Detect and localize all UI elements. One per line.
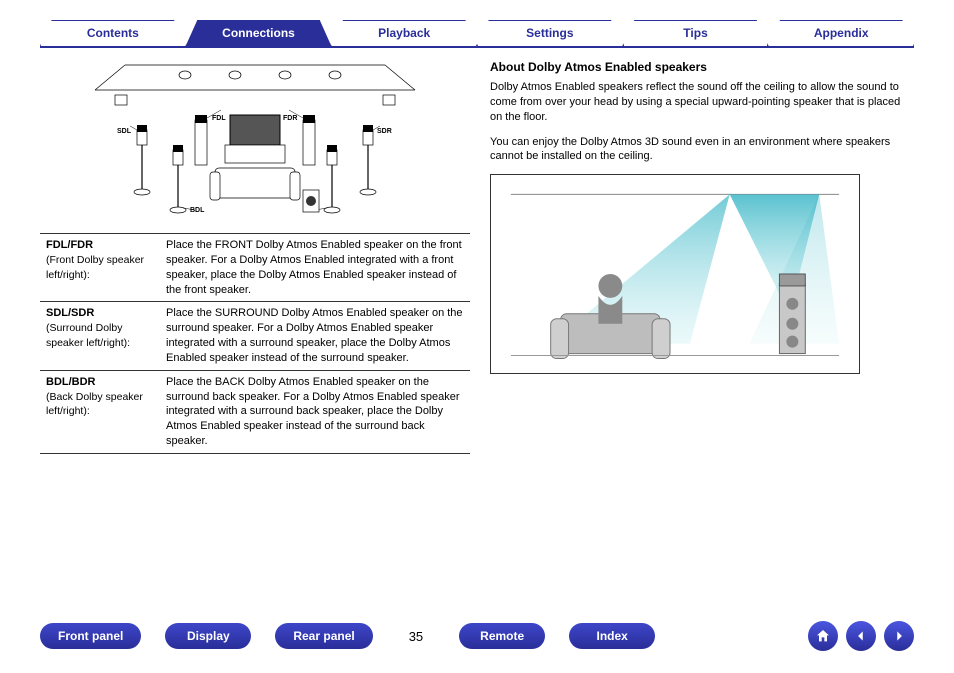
tab-settings[interactable]: Settings xyxy=(477,20,623,46)
term-sub: (Front Dolby speaker left/right): xyxy=(46,254,144,281)
tab-connections[interactable]: Connections xyxy=(186,20,332,46)
tab-label: Connections xyxy=(222,26,295,40)
term-cell: FDL/FDR (Front Dolby speaker left/right)… xyxy=(40,234,160,302)
tab-label: Contents xyxy=(87,26,139,40)
tab-label: Settings xyxy=(526,26,573,40)
tab-label: Appendix xyxy=(814,26,869,40)
term-title: BDL/BDR xyxy=(46,376,96,388)
tab-label: Playback xyxy=(378,26,430,40)
rear-panel-button[interactable]: Rear panel xyxy=(275,623,372,649)
bottom-nav: Front panel Display Rear panel 35 Remote… xyxy=(40,621,914,651)
front-panel-button[interactable]: Front panel xyxy=(40,623,141,649)
page-number: 35 xyxy=(409,629,423,644)
term-title: SDL/SDR xyxy=(46,307,94,319)
about-paragraph: You can enjoy the Dolby Atmos 3D sound e… xyxy=(490,135,914,165)
svg-text:FDR: FDR xyxy=(283,115,297,122)
page-content: FDL FDR SDL xyxy=(40,48,914,454)
table-row: BDL/BDR (Back Dolby speaker left/right):… xyxy=(40,370,470,453)
svg-text:BDL: BDL xyxy=(190,207,205,214)
left-column: FDL FDR SDL xyxy=(40,60,470,454)
about-heading: About Dolby Atmos Enabled speakers xyxy=(490,60,914,74)
display-button[interactable]: Display xyxy=(165,623,251,649)
term-sub: (Surround Dolby speaker left/right): xyxy=(46,322,130,349)
term-cell: SDL/SDR (Surround Dolby speaker left/rig… xyxy=(40,302,160,370)
svg-text:SDR: SDR xyxy=(377,128,392,135)
term-title: FDL/FDR xyxy=(46,239,93,251)
desc-cell: Place the SURROUND Dolby Atmos Enabled s… xyxy=(160,302,470,370)
term-sub: (Back Dolby speaker left/right): xyxy=(46,391,143,418)
speaker-definitions-table: FDL/FDR (Front Dolby speaker left/right)… xyxy=(40,233,470,454)
tab-tips[interactable]: Tips xyxy=(623,20,769,46)
atmos-reflection-diagram xyxy=(490,174,860,374)
tab-label: Tips xyxy=(683,26,707,40)
desc-cell: Place the BACK Dolby Atmos Enabled speak… xyxy=(160,370,470,453)
home-icon[interactable] xyxy=(808,621,838,651)
forward-arrow-icon[interactable] xyxy=(884,621,914,651)
about-paragraph: Dolby Atmos Enabled speakers reflect the… xyxy=(490,80,914,125)
back-arrow-icon[interactable] xyxy=(846,621,876,651)
right-column: About Dolby Atmos Enabled speakers Dolby… xyxy=(490,60,914,454)
tab-playback[interactable]: Playback xyxy=(331,20,477,46)
table-row: SDL/SDR (Surround Dolby speaker left/rig… xyxy=(40,302,470,370)
tab-contents[interactable]: Contents xyxy=(40,20,186,46)
svg-text:SDL: SDL xyxy=(117,128,132,135)
remote-button[interactable]: Remote xyxy=(459,623,545,649)
speaker-layout-diagram: FDL FDR SDL xyxy=(55,60,455,225)
top-nav-tabs: Contents Connections Playback Settings T… xyxy=(40,20,914,48)
svg-text:FDL: FDL xyxy=(212,115,226,122)
term-cell: BDL/BDR (Back Dolby speaker left/right): xyxy=(40,370,160,453)
nav-icon-group xyxy=(808,621,914,651)
tab-appendix[interactable]: Appendix xyxy=(768,20,914,46)
desc-cell: Place the FRONT Dolby Atmos Enabled spea… xyxy=(160,234,470,302)
index-button[interactable]: Index xyxy=(569,623,655,649)
table-row: FDL/FDR (Front Dolby speaker left/right)… xyxy=(40,234,470,302)
